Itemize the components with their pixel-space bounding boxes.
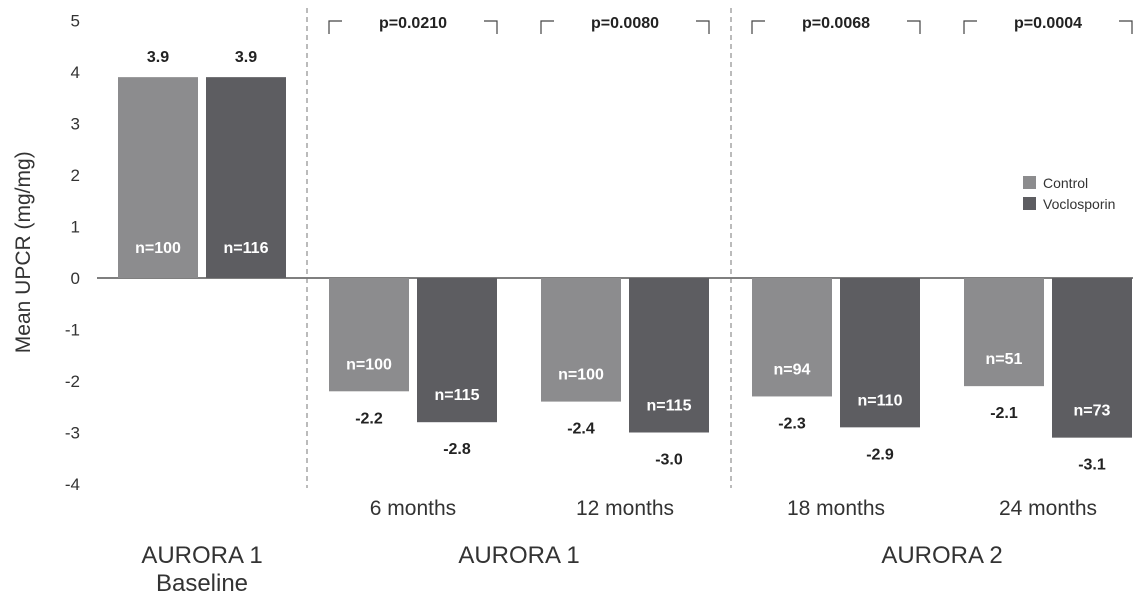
bar-n-label: n=73 [1074, 403, 1111, 420]
bar-n-label: n=51 [986, 351, 1023, 368]
bar-value-label: 3.9 [147, 49, 169, 66]
p-bracket-left [328, 20, 342, 34]
period-label: 18 months [787, 497, 885, 520]
bar-n-label: n=115 [647, 398, 692, 415]
p-bracket-right [907, 20, 921, 34]
legend-swatch-control [1023, 176, 1036, 189]
p-value-label: p=0.0210 [379, 15, 447, 32]
p-value-label: p=0.0004 [1014, 15, 1082, 32]
bar-voclosporin [840, 278, 920, 428]
bar-control [964, 278, 1044, 387]
p-bracket-right [696, 20, 710, 34]
bar-value-label: -2.8 [443, 441, 471, 458]
y-axis-title: Mean UPCR (mg/mg) [12, 151, 35, 353]
bar-value-label: -2.2 [355, 410, 383, 427]
bar-n-label: n=116 [224, 240, 269, 257]
y-tick-label: 4 [71, 63, 80, 82]
p-bracket-left [963, 20, 977, 34]
bar-voclosporin [206, 77, 286, 279]
y-tick-label: -3 [65, 424, 80, 443]
bar-voclosporin [629, 278, 709, 433]
period-label: 6 months [370, 497, 456, 520]
bar-control [118, 77, 198, 279]
period-label: 12 months [576, 497, 674, 520]
y-tick-label: -4 [65, 475, 80, 494]
bars-layer [118, 77, 1132, 438]
y-tick-label: 2 [71, 166, 80, 185]
y-tick-label: 5 [71, 12, 80, 31]
group-label: AURORA 2 [881, 542, 1002, 569]
bar-n-label: n=100 [558, 367, 604, 384]
bar-n-label: n=100 [346, 356, 392, 373]
group-label: AURORA 1 Baseline [141, 542, 262, 596]
legend-swatch-voclosporin [1023, 197, 1036, 210]
bar-value-label: -2.9 [866, 446, 894, 463]
p-value-label: p=0.0068 [802, 15, 870, 32]
y-tick-label: -2 [65, 372, 80, 391]
period-label: 24 months [999, 497, 1097, 520]
y-tick-label: 1 [71, 218, 80, 237]
p-bracket-right [1119, 20, 1133, 34]
bar-value-label: 3.9 [235, 49, 257, 66]
bar-value-label: -3.0 [655, 452, 683, 469]
bar-control [752, 278, 832, 397]
legend-label-voclosporin: Voclosporin [1043, 196, 1115, 212]
y-tick-label: -1 [65, 321, 80, 340]
p-bracket-left [751, 20, 765, 34]
y-tick-label: 3 [71, 115, 80, 134]
bar-control [541, 278, 621, 402]
bar-value-label: -2.3 [778, 415, 806, 432]
bar-n-label: n=100 [135, 240, 181, 257]
legend: Control Voclosporin [1023, 175, 1115, 212]
p-bracket-left [540, 20, 554, 34]
bar-n-label: n=115 [435, 387, 480, 404]
labels-layer: 3.9 n=100 3.9 n=116 -2.2 n=100 -2.8 n=115 p=0.02… [135, 15, 1133, 596]
bar-value-label: -2.4 [567, 421, 595, 438]
bar-value-label: -2.1 [990, 405, 1018, 422]
bar-voclosporin [417, 278, 497, 423]
y-tick-label: 0 [71, 269, 80, 288]
bar-n-label: n=110 [858, 392, 903, 409]
p-bracket-right [484, 20, 498, 34]
axis-layer: -4 -3 -2 -1 0 1 2 3 4 5 Mean UPCR (mg/mg) [12, 8, 1133, 494]
p-value-label: p=0.0080 [591, 15, 659, 32]
bar-value-label: -3.1 [1078, 457, 1106, 474]
legend-label-control: Control [1043, 175, 1088, 191]
bar-control [329, 278, 409, 392]
bar-n-label: n=94 [774, 361, 811, 378]
bar-voclosporin [1052, 278, 1132, 438]
group-label: AURORA 1 [458, 542, 579, 569]
